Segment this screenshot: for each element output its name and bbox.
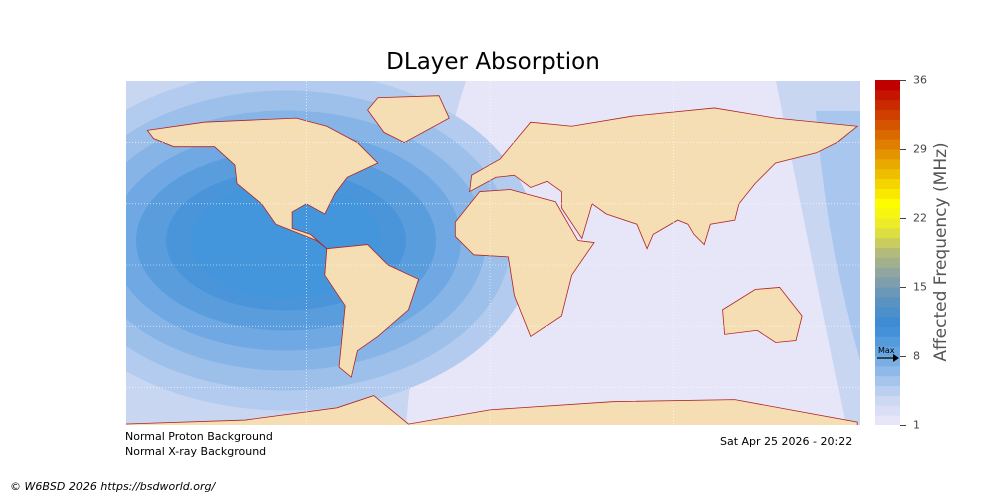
colorbar-step — [875, 395, 900, 406]
colorbar-step — [875, 149, 900, 160]
land-eurasia — [469, 107, 859, 250]
absorption-map — [126, 81, 860, 425]
colorbar-step — [875, 139, 900, 150]
colorbar-step — [875, 257, 900, 268]
colorbar-step — [875, 178, 900, 189]
colorbar-step — [875, 385, 900, 396]
colorbar-step — [875, 168, 900, 180]
tick-mark — [900, 149, 906, 150]
colorbar-step — [875, 188, 900, 199]
colorbar-step — [875, 99, 900, 111]
land-south-america — [324, 244, 420, 378]
max-arrow-icon — [877, 354, 899, 362]
colorbar-step — [875, 198, 900, 209]
colorbar-step — [875, 237, 900, 249]
colorbar-step — [875, 336, 900, 347]
land-australia — [722, 287, 803, 343]
colorbar-step — [875, 227, 900, 239]
colorbar-step — [875, 316, 900, 327]
tick-mark — [900, 218, 906, 219]
chart-title: DLayer Absorption — [386, 49, 600, 75]
colorbar-step — [875, 346, 900, 357]
colorbar-step — [875, 296, 900, 308]
colorbar-step — [875, 306, 900, 318]
timestamp: Sat Apr 25 2026 - 20:22 — [720, 435, 853, 448]
land-greenland — [367, 95, 450, 144]
tick-mark — [900, 287, 906, 288]
tick-label: 29 — [913, 142, 927, 156]
colorbar-step — [875, 208, 900, 219]
tick-label: 36 — [913, 73, 927, 87]
tick-label: 1 — [913, 418, 920, 432]
xray-status: Normal X-ray Background — [125, 445, 267, 458]
absorption-zone — [816, 111, 860, 361]
colorbar — [875, 80, 900, 425]
copyright: © W6BSD 2026 https://bsdworld.org/ — [10, 480, 216, 493]
colorbar-step — [875, 277, 900, 288]
tick-mark — [900, 425, 906, 426]
colorbar-step — [875, 80, 900, 91]
colorbar-step — [875, 158, 900, 170]
tick-label: 15 — [913, 280, 927, 294]
colorbar-step — [875, 405, 900, 416]
colorbar-step — [875, 267, 900, 278]
tick-label: 22 — [913, 211, 927, 225]
colorbar-step — [875, 109, 900, 120]
colorbar-label: Affected Frequency (MHz) — [931, 142, 951, 362]
colorbar-step — [875, 415, 900, 425]
colorbar-step — [875, 287, 900, 298]
tick-mark — [900, 80, 906, 81]
colorbar-step — [875, 375, 900, 387]
land-africa — [454, 189, 595, 338]
tick-label: 8 — [913, 349, 920, 363]
colorbar-step — [875, 89, 900, 101]
colorbar-step — [875, 356, 900, 367]
land-antarctica — [126, 395, 858, 425]
colorbar-step — [875, 247, 900, 258]
colorbar-step — [875, 365, 900, 377]
tick-mark — [900, 356, 906, 357]
max-marker-label: Max — [878, 346, 895, 355]
colorbar-step — [875, 129, 900, 140]
colorbar-step — [875, 218, 900, 229]
proton-status: Normal Proton Background — [125, 430, 273, 443]
colorbar-step — [875, 119, 900, 130]
land-north-america — [146, 117, 379, 249]
colorbar-step — [875, 326, 900, 337]
